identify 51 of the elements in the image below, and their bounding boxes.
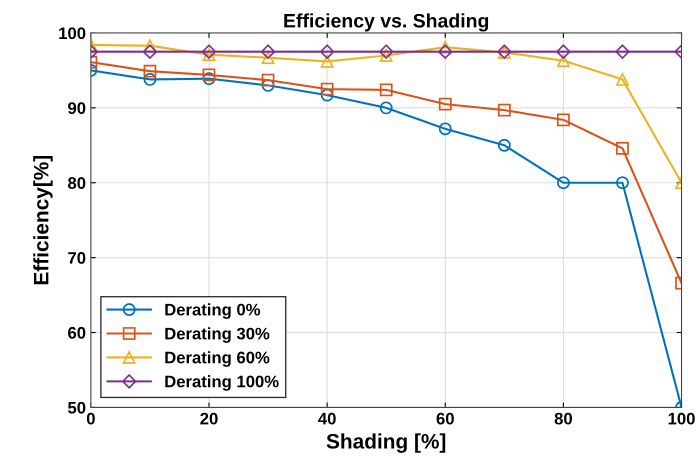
- point: [202, 44, 216, 59]
- legend-label: Derating 60%: [165, 351, 270, 367]
- point: [262, 74, 274, 87]
- point: [202, 48, 216, 62]
- y-tick-label: 80: [68, 177, 86, 189]
- y-tick-label: 70: [68, 252, 86, 264]
- point: [202, 68, 216, 82]
- point: [498, 104, 511, 116]
- point: [438, 40, 452, 54]
- point: [557, 113, 570, 126]
- point: [557, 54, 570, 68]
- point: [320, 44, 334, 59]
- x-tick-label: 100: [668, 412, 695, 425]
- legend-label: Derating 0%: [165, 303, 260, 319]
- point: [320, 82, 334, 96]
- point: [615, 44, 630, 59]
- point: [320, 55, 334, 68]
- x-tick-label: 20: [200, 412, 218, 425]
- point: [556, 44, 571, 59]
- point: [380, 101, 393, 114]
- point: [262, 79, 274, 92]
- x-tick-label: 60: [436, 412, 454, 425]
- point: [498, 138, 511, 152]
- point: [378, 44, 394, 59]
- x-axis-title: Shading [%]: [326, 433, 446, 453]
- point: [380, 49, 393, 62]
- x-tick-label: 40: [318, 412, 336, 425]
- point: [616, 176, 629, 190]
- point: [616, 73, 629, 86]
- y-tick-label: 60: [68, 326, 86, 339]
- legend-label: Derating 30%: [165, 327, 270, 343]
- x-tick-label: 0: [86, 412, 95, 425]
- x-tick-label: 80: [554, 412, 572, 425]
- legend-label: Derating 100%: [165, 375, 279, 391]
- point: [260, 44, 276, 59]
- point: [438, 98, 452, 111]
- y-tick-label: 100: [59, 27, 86, 40]
- point: [438, 122, 452, 136]
- y-tick-label: 90: [68, 102, 86, 114]
- point: [144, 73, 156, 86]
- y-tick-label: 50: [68, 402, 86, 414]
- point: [557, 176, 570, 190]
- point: [616, 142, 629, 155]
- point: [380, 83, 393, 96]
- y-axis-title: Efficiency[%]: [33, 156, 53, 284]
- point: [438, 44, 452, 59]
- point: [142, 44, 158, 59]
- point: [262, 51, 274, 64]
- point: [320, 88, 334, 102]
- chart-title: Efficiency vs. Shading: [284, 13, 488, 32]
- point: [144, 64, 156, 78]
